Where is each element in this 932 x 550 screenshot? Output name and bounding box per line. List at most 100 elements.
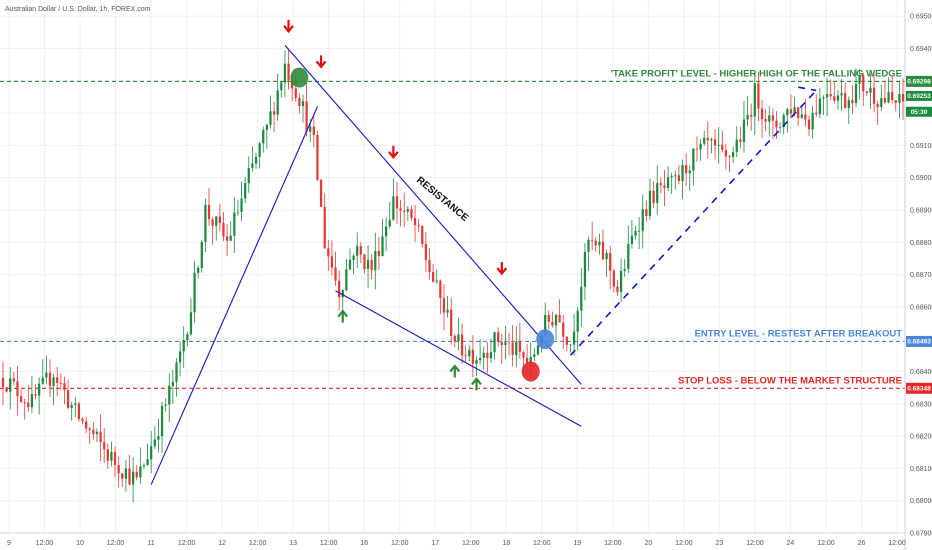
candle: [547, 310, 550, 329]
stop-level-label: STOP LOSS - BELOW THE MARKET STRUCTURE: [678, 375, 902, 386]
x-tick-label: 12:00: [888, 540, 906, 547]
candle-body: [901, 94, 905, 102]
x-tick-label: 23: [716, 540, 724, 547]
candle-body: [844, 93, 847, 109]
target-projection-line: [569, 89, 817, 356]
candle-body: [630, 235, 634, 244]
candle: [276, 73, 279, 121]
candle: [406, 205, 409, 221]
candle: [630, 219, 634, 249]
candle-body: [515, 341, 518, 355]
x-tick-label: 12:00: [604, 540, 622, 547]
candle: [258, 142, 261, 169]
candle-body: [760, 108, 764, 120]
candle-body: [348, 259, 352, 270]
candle-body: [587, 239, 590, 252]
candle-body: [645, 209, 648, 217]
candle-body: [298, 98, 301, 107]
candle-body: [247, 168, 250, 183]
candle-body: [374, 250, 377, 271]
candle-body: [789, 109, 793, 114]
candle: [323, 193, 326, 249]
entry-price-tag: 0.68493: [906, 335, 932, 347]
candle: [95, 428, 99, 443]
candle: [81, 416, 84, 425]
candle: [204, 198, 207, 253]
candle: [663, 169, 666, 206]
candle: [251, 146, 254, 172]
candle-body: [695, 148, 699, 150]
x-tick-label: 12:00: [249, 540, 267, 547]
candle-body: [768, 115, 771, 122]
candle-body: [95, 431, 99, 435]
sell-arrow-icon: [315, 55, 327, 69]
candle-body: [280, 82, 283, 91]
x-tick-label: 12:00: [107, 540, 125, 547]
candle-body: [554, 315, 558, 326]
candle-body: [12, 378, 15, 382]
candle-body: [891, 91, 894, 101]
x-tick-label: 12:00: [320, 540, 338, 547]
candle: [178, 341, 182, 377]
candle-body: [182, 340, 185, 352]
candle-body: [229, 235, 232, 241]
candle: [218, 203, 221, 232]
candle-body: [453, 336, 456, 342]
candle-body: [800, 114, 803, 118]
candle: [1, 361, 5, 406]
candle-body: [677, 175, 681, 181]
candle-body: [377, 250, 381, 257]
candle: [822, 95, 825, 116]
candle: [453, 333, 456, 347]
candle: [164, 398, 167, 412]
x-tick-label: 13: [289, 540, 297, 547]
candle: [439, 279, 442, 315]
candle: [580, 268, 583, 328]
candle: [572, 314, 576, 356]
candle-body: [341, 290, 344, 298]
signal-circle: [521, 361, 540, 382]
candle: [128, 454, 131, 486]
candle: [215, 216, 218, 241]
candle: [558, 299, 561, 323]
candle-body: [833, 96, 836, 101]
candle: [717, 127, 720, 164]
candle-body: [142, 465, 146, 467]
candle: [23, 398, 26, 420]
candle-body: [533, 354, 536, 357]
candle: [139, 447, 142, 484]
candle-body: [797, 107, 800, 118]
candle: [710, 137, 713, 154]
candle-body: [334, 267, 337, 281]
candle: [74, 396, 77, 418]
candle-body: [807, 119, 811, 130]
candle-body: [48, 372, 52, 386]
candle-body: [656, 183, 659, 203]
candle: [507, 332, 511, 356]
candle: [413, 204, 417, 243]
candle: [345, 258, 348, 292]
candle-body: [146, 459, 149, 466]
candle-body: [218, 216, 221, 224]
candle: [515, 326, 518, 368]
candle: [385, 217, 388, 252]
candle-body: [750, 114, 753, 117]
candle-body: [883, 98, 887, 103]
candle-body: [493, 332, 496, 353]
candle-body: [168, 385, 171, 405]
candle: [244, 176, 247, 204]
candle: [457, 317, 460, 351]
candle-body: [432, 272, 435, 282]
candle: [760, 99, 764, 139]
candle-body: [681, 165, 684, 181]
candle: [833, 82, 836, 104]
buy-arrow-icon: [337, 309, 349, 323]
buy-arrow-icon: [449, 364, 461, 378]
candle: [240, 181, 243, 222]
candle: [713, 129, 717, 160]
